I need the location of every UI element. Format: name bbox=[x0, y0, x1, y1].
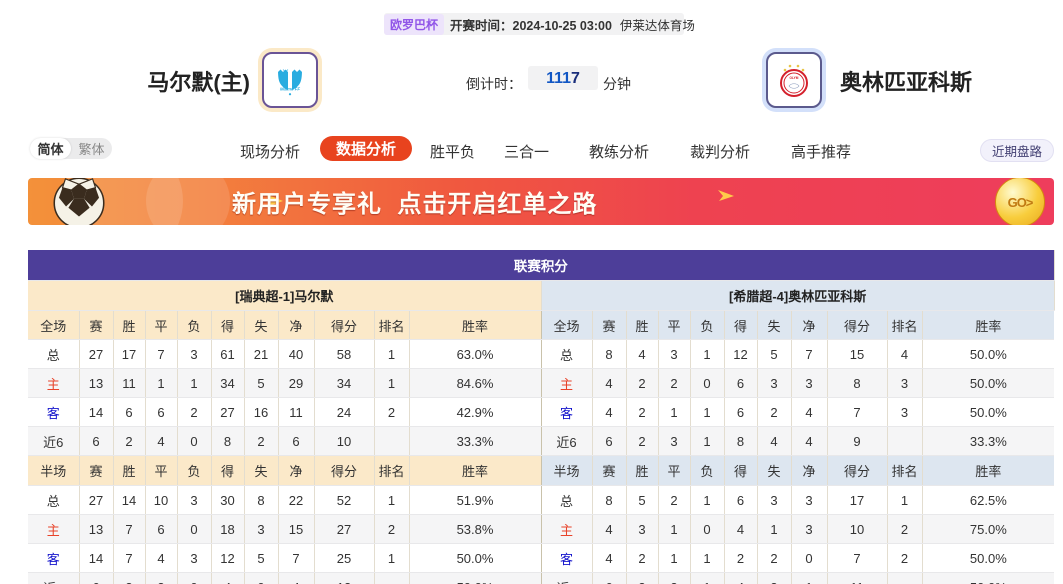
svg-text:OLYM: OLYM bbox=[790, 76, 799, 80]
svg-text:Malmo FF: Malmo FF bbox=[280, 87, 300, 92]
